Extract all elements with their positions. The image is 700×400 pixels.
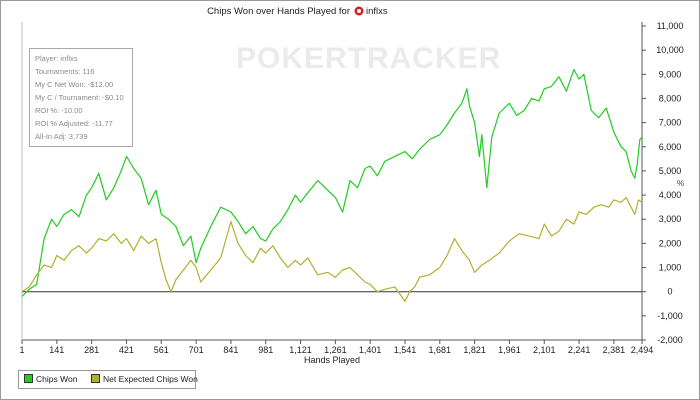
x-tick-label: 2,101 — [533, 345, 556, 355]
y-tick-label: 8,000 — [659, 93, 682, 103]
stat-roi: ROI %: -10.00 — [35, 106, 83, 115]
x-tick-label: 981 — [258, 345, 273, 355]
x-axis-title: Hands Played — [304, 355, 360, 365]
poker-logo-icon — [354, 6, 364, 16]
y-tick-label: 10,000 — [656, 45, 684, 55]
player-stats-box: Player: inflxs Tournaments: 116 My C Net… — [29, 48, 133, 147]
y-tick-label: 9,000 — [659, 69, 682, 79]
x-tick-label: 1 — [19, 345, 24, 355]
stat-per-tournament: My C / Tournament: -$0.10 — [35, 93, 124, 102]
series-line-chips-won — [21, 68, 643, 297]
x-tick-label: 421 — [119, 345, 134, 355]
chart-axes — [21, 22, 643, 341]
y-tick-label: 1,000 — [659, 263, 682, 273]
x-tick-label: 2,241 — [568, 345, 591, 355]
legend-item-chips-won[interactable]: Chips Won — [24, 374, 77, 384]
y-tick-label: 3,000 — [659, 214, 682, 224]
chips-won-swatch-icon — [24, 374, 33, 383]
y-tick-label: 4,000 — [659, 190, 682, 200]
series-line-net-expected — [21, 196, 643, 302]
chart-ticks: 1 141 281 421 561 701 841 981 1,121 1,261 1,401 1,5… — [19, 21, 683, 355]
y-tick-label: 2,000 — [659, 238, 682, 248]
x-tick-label: 2,494 — [631, 345, 654, 355]
legend-label-net-expected: Net Expected Chips Won — [103, 374, 198, 384]
x-tick-label: 1,681 — [429, 345, 452, 355]
chart-legend: Chips Won Net Expected Chips Won — [18, 370, 198, 389]
x-tick-label: 1,961 — [498, 345, 521, 355]
x-tick-label: 1,121 — [289, 345, 312, 355]
legend-item-net-expected[interactable]: Net Expected Chips Won — [91, 374, 198, 384]
x-tick-label: 2,381 — [603, 345, 626, 355]
y-tick-label: 0 — [667, 287, 672, 297]
x-tick-label: 1,541 — [394, 345, 417, 355]
x-tick-label: 1,821 — [463, 345, 486, 355]
x-tick-label: 1,401 — [359, 345, 382, 355]
side-marker-icon: % — [677, 179, 685, 188]
stat-net-won: My C Net Won: -$12.00 — [35, 80, 114, 89]
stat-tournaments: Tournaments: 116 — [35, 67, 95, 76]
chart-title-player: inflxs — [366, 6, 388, 17]
x-tick-label: 841 — [223, 345, 238, 355]
x-tick-label: 701 — [189, 345, 204, 355]
x-tick-label: 281 — [84, 345, 99, 355]
net-expected-swatch-icon — [91, 374, 100, 383]
y-tick-label: 6,000 — [659, 142, 682, 152]
y-tick-label: -1,000 — [657, 311, 683, 321]
stat-all-in-adj: All-In Adj: 3,739 — [35, 132, 88, 141]
stat-roi-adjusted: ROI % Adjusted: -11.77 — [35, 119, 113, 128]
watermark-text: POKERTRACKER — [236, 42, 501, 75]
x-tick-label: 141 — [49, 345, 64, 355]
stat-player: Player: inflxs — [35, 54, 78, 63]
y-tick-label: 7,000 — [659, 118, 682, 128]
y-tick-label: -2,000 — [657, 335, 683, 345]
legend-label-chips-won: Chips Won — [36, 374, 78, 384]
x-tick-label: 1,261 — [324, 345, 347, 355]
y-tick-label: 11,000 — [657, 21, 684, 31]
chart-series — [21, 68, 643, 302]
chart-title: Chips Won over Hands Played for — [207, 6, 350, 17]
y-tick-label: 5,000 — [659, 166, 682, 176]
x-tick-label: 561 — [154, 345, 169, 355]
